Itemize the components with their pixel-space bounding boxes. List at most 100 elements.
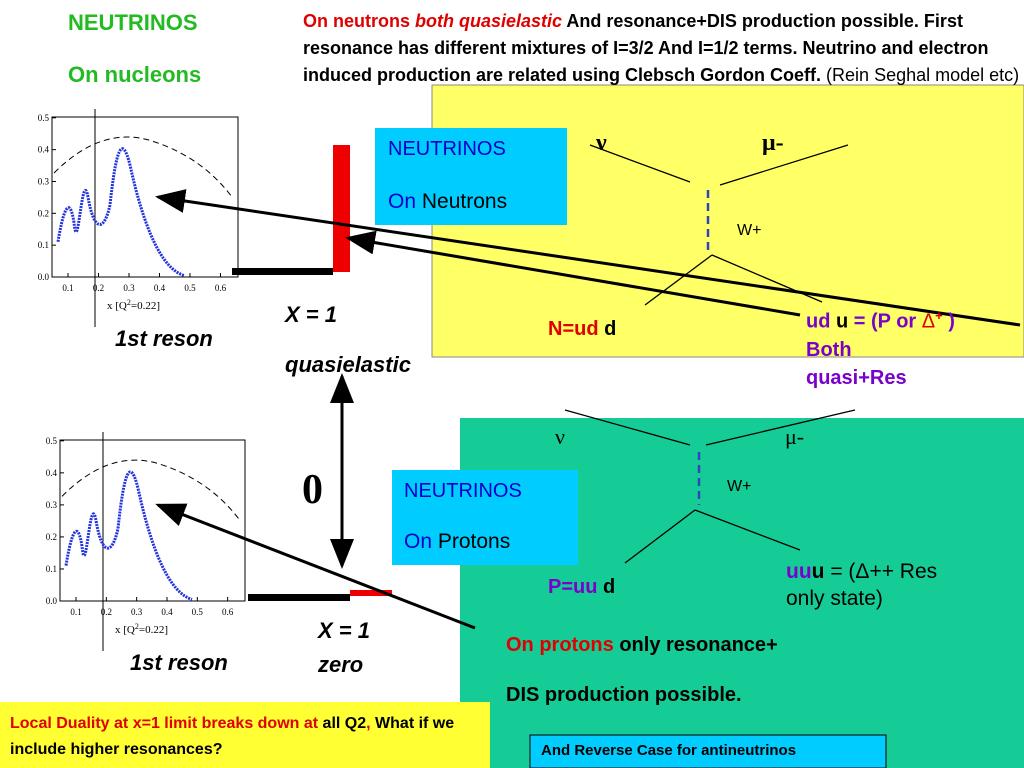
box-text: On — [388, 190, 422, 213]
x-tick-label: 0.1 — [62, 283, 73, 293]
y-tick-label: 0.3 — [38, 176, 50, 186]
final-state: = (Δ++ Res — [824, 560, 938, 583]
red-bar — [333, 145, 350, 272]
x-axis-label: =0.22] — [139, 624, 168, 636]
x-tick-label: 0.2 — [93, 283, 104, 293]
target: N=ud — [548, 318, 599, 340]
x-tick-label: 0.6 — [215, 283, 227, 293]
plot-frame — [59, 439, 246, 602]
x-axis-label: =0.22] — [131, 300, 160, 312]
label: 0 — [302, 467, 323, 513]
y-tick-label: 0.5 — [38, 113, 50, 123]
intro-text: And resonance+DIS production possible. F… — [303, 11, 989, 85]
duality-box — [0, 702, 490, 768]
final-state: Δ — [921, 310, 936, 333]
y-tick-label: 0.3 — [46, 500, 58, 510]
target: P=uu d — [548, 576, 615, 599]
note: On protons only resonance+ — [506, 634, 778, 657]
box-text: Neutrons — [421, 190, 508, 213]
x-tick-label: 0.1 — [70, 607, 81, 617]
duality-text: Local Duality at x=1 limit breaks down a… — [10, 711, 488, 763]
proton-label-box — [392, 470, 578, 565]
target: d — [598, 318, 617, 340]
x-tick-label: 0.2 — [101, 607, 112, 617]
final-state: ) — [942, 310, 955, 333]
arrows — [155, 189, 1021, 630]
y-tick-label: 0.0 — [46, 596, 58, 606]
target: P=uu — [548, 576, 598, 598]
envelope-curve — [53, 136, 233, 198]
subtitle: On nucleons — [68, 62, 202, 87]
x-tick-label: 0.4 — [154, 283, 166, 293]
reverse-box — [529, 734, 887, 768]
box-text: NEUTRINOS — [404, 480, 522, 502]
final-state: uuu = (Δ++ Res only state) — [786, 558, 937, 612]
neutron-label-box — [375, 128, 567, 225]
x-tick-label: 0.3 — [123, 283, 135, 293]
final-state: u — [836, 310, 849, 333]
label: zero — [318, 652, 364, 677]
y-tick-label: 0.2 — [38, 208, 49, 218]
intro-text: both quasielastic — [415, 11, 563, 31]
x-axis-label: x [Q2=0.22] — [107, 298, 160, 312]
note: On protons — [506, 634, 614, 656]
box-text: On Protons — [404, 530, 510, 554]
final-state: only state) — [786, 587, 883, 610]
x-axis-label: x [Q — [115, 624, 135, 636]
box-text: NEUTRINOS — [388, 138, 506, 160]
final-state: u — [811, 560, 825, 583]
final-state: = (P or — [848, 310, 922, 333]
particle: W+ — [727, 478, 752, 495]
x-axis-label: x [Q2=0.22] — [115, 622, 168, 636]
intro-text: On neutrons — [303, 11, 415, 31]
x-tick-label: 0.4 — [161, 607, 173, 617]
y-tick-label: 0.4 — [38, 145, 50, 155]
plot-frame — [51, 116, 239, 278]
intro: On neutrons both quasielastic And resona… — [303, 8, 1023, 89]
duality-text: Local Duality at x=1 limit breaks down a… — [10, 715, 323, 732]
duality-text: Q2 — [344, 715, 367, 732]
note: DIS production possible. — [506, 684, 742, 706]
x-tick-label: 0.5 — [184, 283, 196, 293]
particle: ν — [596, 130, 607, 156]
particle: ν — [555, 424, 565, 449]
x-axis-label: 2 — [127, 298, 131, 307]
final-state: quasi+Res — [806, 366, 907, 389]
label: X = 1 — [318, 618, 370, 643]
title: NEUTRINOS — [68, 10, 198, 35]
particle: W+ — [737, 222, 762, 239]
plot: 0.0 0.1 0.2 0.3 0.4 0.5 0.1 0.2 0.3 0.4 0.5 0.6 x [Q… — [46, 432, 246, 651]
duality-text: all — [322, 715, 341, 732]
box-text: On — [404, 530, 438, 553]
x-axis-label: x [Q — [107, 300, 127, 312]
final-state: + — [935, 308, 943, 323]
final-state: uu — [786, 560, 812, 583]
target: N=ud d — [548, 318, 616, 341]
final-state: Both — [806, 338, 852, 361]
black-bar — [232, 268, 333, 275]
target: d — [597, 576, 616, 598]
box-text: Protons — [437, 530, 511, 553]
label: X = 1 — [285, 302, 337, 327]
box-text: On Neutrons — [388, 190, 507, 214]
y-tick-label: 0.2 — [46, 532, 57, 542]
x-tick-label: 0.6 — [222, 607, 234, 617]
final-state: ud — [806, 310, 836, 333]
black-bar — [248, 594, 350, 601]
duality-text: What if we include higher resonances? — [10, 715, 455, 758]
red-bar — [350, 590, 392, 596]
plot: 0.0 0.1 0.2 0.3 0.4 0.5 0.1 0.2 0.3 0.4 0.5 0.6 x [Q… — [38, 109, 239, 327]
resonance-curve — [64, 470, 193, 601]
feynman-lines — [564, 144, 856, 564]
particle: μ- — [785, 424, 805, 449]
envelope-curve — [61, 459, 241, 521]
y-tick-label: 0.1 — [46, 564, 57, 574]
y-tick-label: 0.5 — [46, 436, 58, 446]
x-axis-label: 2 — [135, 622, 139, 631]
final-state: ud u = (P or Δ+ ) Both quasi+Res — [806, 302, 955, 392]
label: quasielastic — [285, 352, 411, 377]
y-tick-label: 0.1 — [38, 240, 49, 250]
reverse-text: And Reverse Case for antineutrinos — [541, 742, 797, 759]
